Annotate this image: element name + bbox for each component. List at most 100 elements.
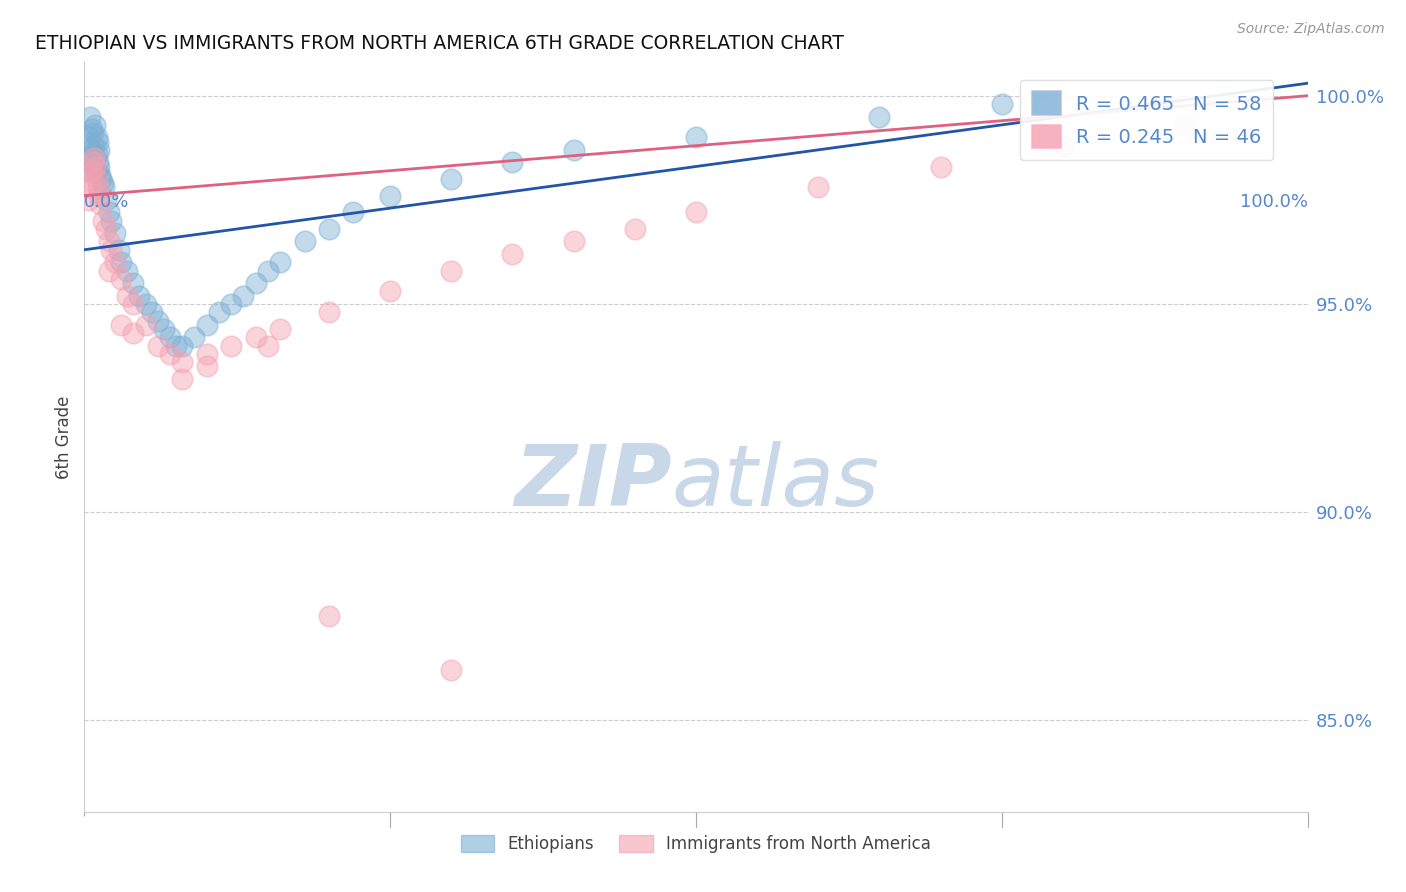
Point: [232, 288, 254, 302]
Point: [208, 305, 231, 319]
Text: ZIP: ZIP: [513, 441, 672, 524]
Point: [342, 205, 364, 219]
Point: [440, 172, 463, 186]
Point: [153, 322, 176, 336]
Point: [104, 255, 127, 269]
Point: [80, 163, 103, 178]
Point: [89, 168, 111, 182]
Point: [96, 193, 118, 207]
Point: [89, 197, 111, 211]
Point: [115, 263, 138, 277]
Point: [562, 235, 585, 249]
Point: [146, 338, 169, 352]
Point: [100, 243, 122, 257]
Point: [90, 172, 112, 186]
Point: [77, 163, 100, 178]
Point: [159, 330, 181, 344]
Point: [84, 151, 107, 165]
Point: [91, 213, 114, 227]
Text: 100.0%: 100.0%: [1240, 193, 1308, 211]
Y-axis label: 6th Grade: 6th Grade: [55, 395, 73, 479]
Point: [183, 330, 205, 344]
Point: [87, 180, 110, 194]
Point: [107, 243, 129, 257]
Point: [172, 372, 194, 386]
Point: [80, 122, 103, 136]
Point: [86, 163, 108, 178]
Text: atlas: atlas: [672, 441, 880, 524]
Point: [110, 255, 132, 269]
Point: [624, 222, 647, 236]
Point: [245, 330, 267, 344]
Point: [502, 155, 524, 169]
Point: [122, 276, 145, 290]
Point: [807, 180, 830, 194]
Point: [245, 276, 267, 290]
Point: [91, 176, 114, 190]
Point: [1174, 118, 1197, 132]
Point: [318, 609, 340, 624]
Point: [991, 97, 1014, 112]
Point: [318, 222, 340, 236]
Point: [122, 297, 145, 311]
Point: [219, 297, 242, 311]
Text: 0.0%: 0.0%: [84, 193, 129, 211]
Point: [84, 160, 107, 174]
Point: [135, 318, 157, 332]
Point: [165, 338, 187, 352]
Point: [87, 135, 110, 149]
Point: [83, 151, 105, 165]
Point: [97, 235, 120, 249]
Point: [79, 172, 101, 186]
Point: [159, 347, 181, 361]
Point: [562, 143, 585, 157]
Point: [77, 180, 100, 194]
Point: [141, 305, 163, 319]
Point: [115, 288, 138, 302]
Point: [77, 130, 100, 145]
Point: [83, 138, 105, 153]
Point: [219, 338, 242, 352]
Point: [135, 297, 157, 311]
Legend: Ethiopians, Immigrants from North America: Ethiopians, Immigrants from North Americ…: [454, 828, 938, 860]
Point: [1052, 138, 1074, 153]
Point: [97, 205, 120, 219]
Point: [269, 255, 291, 269]
Point: [87, 160, 110, 174]
Point: [257, 263, 280, 277]
Point: [97, 263, 120, 277]
Point: [122, 326, 145, 340]
Point: [82, 126, 104, 140]
Point: [77, 193, 100, 207]
Point: [104, 226, 127, 240]
Point: [79, 110, 101, 124]
Point: [100, 213, 122, 227]
Point: [93, 180, 115, 194]
Point: [195, 318, 218, 332]
Point: [96, 222, 118, 236]
Point: [80, 155, 103, 169]
Point: [685, 130, 707, 145]
Point: [929, 160, 952, 174]
Point: [128, 288, 150, 302]
Point: [77, 151, 100, 165]
Point: [82, 147, 104, 161]
Text: Source: ZipAtlas.com: Source: ZipAtlas.com: [1237, 22, 1385, 37]
Point: [87, 143, 110, 157]
Point: [269, 322, 291, 336]
Point: [110, 272, 132, 286]
Point: [86, 172, 108, 186]
Point: [318, 305, 340, 319]
Point: [87, 188, 110, 202]
Point: [294, 235, 316, 249]
Point: [84, 118, 107, 132]
Point: [110, 318, 132, 332]
Point: [685, 205, 707, 219]
Point: [195, 347, 218, 361]
Point: [86, 147, 108, 161]
Text: ETHIOPIAN VS IMMIGRANTS FROM NORTH AMERICA 6TH GRADE CORRELATION CHART: ETHIOPIAN VS IMMIGRANTS FROM NORTH AMERI…: [35, 34, 845, 53]
Point: [79, 143, 101, 157]
Point: [440, 263, 463, 277]
Point: [82, 155, 104, 169]
Point: [172, 338, 194, 352]
